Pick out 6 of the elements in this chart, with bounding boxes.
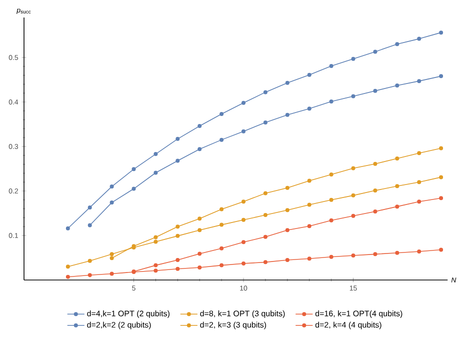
legend-label: d=2, k=3 (3 qubits)	[200, 322, 266, 330]
legend-label: d=2,k=2 (2 qubits)	[87, 322, 151, 330]
legend-label: d=2, k=4 (4 qubits)	[315, 322, 382, 330]
legend-label: d=4,k=1 OPT (2 qubits)	[87, 310, 170, 318]
legend-label: d=8, k=1 OPT (3 qubits)	[200, 310, 285, 318]
legend-label: d=16, k=1 OPT(4 qubits)	[315, 310, 402, 318]
